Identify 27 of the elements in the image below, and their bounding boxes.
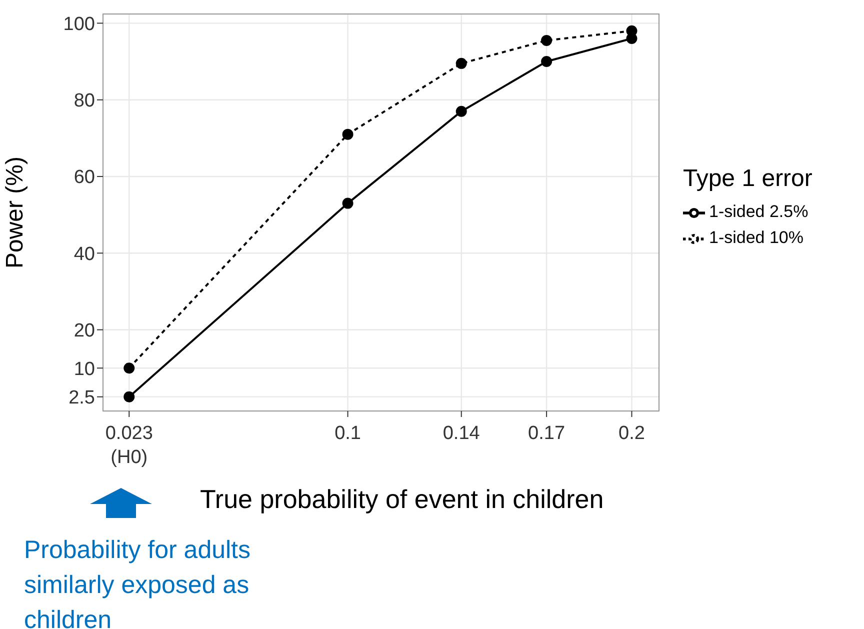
point [342, 128, 354, 140]
x-tick-label: 0.2 [618, 423, 645, 444]
text: Probability for adults similarly exposed as children [24, 535, 252, 629]
legend-label: 1-sided 10% [709, 228, 804, 247]
y-tick-label: 100 [63, 14, 95, 35]
y-tick-label: 80 [74, 90, 95, 112]
point [541, 56, 552, 68]
point [541, 34, 552, 46]
x-axis-title: True probability of event in children [200, 484, 604, 515]
legend-title: Type 1 error [683, 165, 812, 193]
x-tick-label: 0.14 [442, 423, 480, 444]
point [342, 198, 354, 209]
x-tick-label: 0.17 [528, 423, 566, 444]
point [124, 391, 135, 402]
y-tick-label: 40 [74, 244, 95, 265]
x-tick-label: 0.1 [334, 423, 361, 444]
y-tick-label: 60 [74, 167, 95, 188]
point [456, 106, 467, 117]
y-tick-label: 10 [74, 358, 95, 380]
y-axis-title: Power (%) [2, 156, 29, 269]
y-tick-label: 20 [74, 320, 95, 342]
point [124, 362, 135, 374]
legend-label: 1-sided 2.5% [709, 202, 808, 221]
point [456, 58, 467, 69]
point [626, 25, 638, 36]
x-tick-label: 0.023 (H0) [105, 423, 153, 468]
y-tick-label: 2.5 [68, 388, 95, 409]
